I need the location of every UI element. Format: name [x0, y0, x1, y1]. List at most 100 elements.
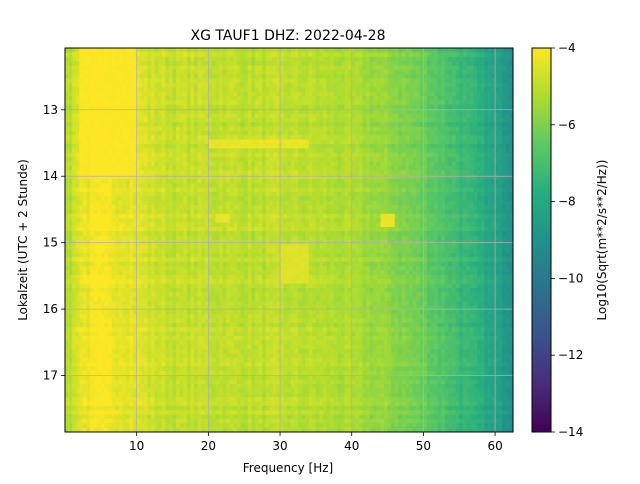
heatmap-cell [412, 113, 417, 119]
heatmap-cell [376, 213, 381, 219]
heatmap-cell [509, 152, 513, 158]
heatmap-cell [315, 113, 321, 119]
heatmap-cell [165, 148, 170, 154]
heatmap-cell [466, 161, 471, 167]
heatmap-cell [455, 165, 460, 171]
heatmap-cell [301, 91, 306, 97]
heatmap-cell [459, 109, 464, 115]
heatmap-cell [86, 209, 91, 215]
heatmap-cell [104, 192, 109, 197]
heatmap-cell [509, 196, 513, 202]
heatmap-cell [72, 122, 77, 128]
heatmap-cell [351, 135, 356, 141]
heatmap-cell [186, 187, 192, 193]
heatmap-cell [477, 52, 482, 58]
heatmap-cell [240, 187, 245, 193]
heatmap-cell [154, 130, 159, 136]
heatmap-cell [111, 74, 116, 80]
heatmap-cell [362, 205, 367, 211]
heatmap-cell [269, 91, 274, 97]
heatmap-cell [269, 218, 274, 224]
heatmap-cell [301, 174, 306, 180]
heatmap-cell [355, 205, 360, 211]
heatmap-cell [323, 218, 328, 224]
heatmap-cell [437, 170, 442, 176]
heatmap-cell [86, 152, 91, 158]
heatmap-cell [244, 65, 249, 71]
heatmap-cell [93, 165, 98, 171]
heatmap-cell [133, 109, 138, 115]
heatmap-cell [222, 178, 227, 184]
heatmap-cell [405, 56, 410, 62]
heatmap-cell [154, 109, 159, 115]
heatmap-cell [100, 218, 106, 224]
heatmap-cell [462, 109, 467, 115]
heatmap-cell [90, 52, 95, 58]
heatmap-cell [426, 161, 432, 167]
heatmap-cell [287, 213, 292, 219]
heatmap-cell [459, 74, 464, 80]
heatmap-cell [204, 113, 209, 119]
heatmap-cell [290, 78, 295, 84]
heatmap-cell [466, 61, 471, 67]
heatmap-cell [197, 213, 202, 219]
heatmap-cell [240, 178, 245, 184]
heatmap-cell [194, 48, 199, 53]
heatmap-cell [444, 161, 450, 167]
heatmap-cell [387, 144, 392, 149]
heatmap-cell [290, 174, 295, 180]
heatmap-cell [100, 135, 106, 141]
heatmap-cell [487, 157, 493, 163]
heatmap-cell [387, 78, 392, 84]
heatmap-cell [391, 87, 396, 93]
heatmap-cell [258, 87, 263, 93]
heatmap-cell [477, 187, 482, 193]
heatmap-cell [111, 109, 116, 115]
heatmap-cell [358, 78, 364, 84]
heatmap-cell [108, 157, 113, 163]
heatmap-cell [154, 187, 159, 193]
heatmap-cell [161, 126, 166, 132]
heatmap-cell [79, 82, 84, 88]
heatmap-cell [140, 91, 145, 97]
heatmap-cell [93, 161, 98, 167]
heatmap-cell [244, 87, 249, 93]
heatmap-cell [323, 52, 328, 58]
heatmap-cell [394, 91, 399, 97]
heatmap-cell [136, 61, 141, 67]
heatmap-cell [459, 65, 464, 71]
heatmap-cell [276, 218, 281, 224]
heatmap-cell [168, 96, 174, 101]
heatmap-cell [197, 196, 202, 202]
heatmap-cell [208, 187, 213, 193]
heatmap-cell [129, 200, 134, 206]
heatmap-cell [441, 157, 446, 163]
heatmap-cell [244, 52, 249, 58]
heatmap-cell [79, 135, 84, 141]
heatmap-cell [502, 78, 507, 84]
heatmap-cell [233, 109, 238, 115]
heatmap-cell [394, 87, 399, 93]
heatmap-cell [337, 82, 342, 88]
heatmap-cell [315, 209, 321, 215]
heatmap-cell [505, 178, 511, 184]
heatmap-cell [79, 52, 84, 58]
heatmap-cell [190, 209, 195, 215]
heatmap-cell [165, 170, 170, 176]
heatmap-cell [366, 205, 371, 211]
heatmap-cell [272, 187, 278, 193]
heatmap-cell [154, 209, 159, 215]
heatmap-cell [82, 48, 88, 53]
heatmap-cell [247, 126, 252, 132]
heatmap-cell [290, 104, 295, 110]
heatmap-cell [140, 74, 145, 80]
heatmap-cell [111, 78, 116, 84]
heatmap-cell [147, 218, 152, 224]
heatmap-cell [197, 148, 202, 154]
heatmap-cell [269, 192, 274, 197]
heatmap-cell [308, 205, 313, 211]
heatmap-cell [129, 213, 134, 219]
heatmap-cell [498, 52, 503, 58]
heatmap-cell [154, 56, 159, 62]
heatmap-cell [301, 213, 306, 219]
